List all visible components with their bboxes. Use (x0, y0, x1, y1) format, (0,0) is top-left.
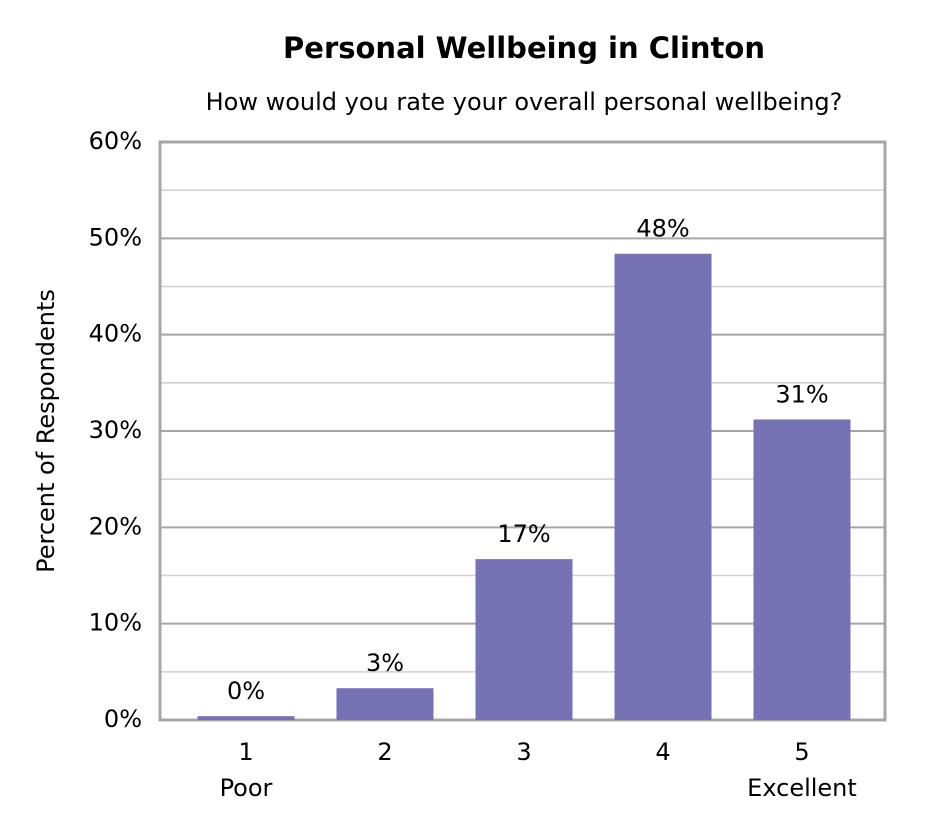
data-label: 17% (497, 520, 550, 548)
y-tick-label: 10% (89, 609, 142, 637)
y-tick-label: 30% (89, 416, 142, 444)
y-tick-label: 50% (89, 223, 142, 251)
x-tick-sublabel: Poor (220, 774, 273, 802)
y-tick-label: 20% (89, 512, 142, 540)
x-tick-label: 1 (238, 738, 253, 766)
x-tick-label: 5 (794, 738, 809, 766)
chart-subtitle: How would you rate your overall personal… (206, 88, 843, 116)
bar (197, 716, 295, 720)
data-label: 0% (227, 677, 265, 705)
data-label: 3% (366, 649, 404, 677)
y-tick-label: 40% (89, 320, 142, 348)
x-tick-label: 4 (655, 738, 670, 766)
bar (336, 688, 434, 720)
x-tick-label: 3 (516, 738, 531, 766)
chart-title: Personal Wellbeing in Clinton (283, 31, 765, 65)
data-label: 48% (636, 215, 689, 243)
bar (614, 253, 712, 720)
x-tick-sublabel: Excellent (747, 774, 857, 802)
y-tick-label: 60% (89, 127, 142, 155)
bar (753, 419, 851, 720)
y-tick-label: 0% (104, 705, 142, 733)
x-tick-label: 2 (377, 738, 392, 766)
data-label: 31% (775, 380, 828, 408)
y-axis-label: Percent of Respondents (32, 289, 60, 573)
bar (475, 559, 573, 720)
